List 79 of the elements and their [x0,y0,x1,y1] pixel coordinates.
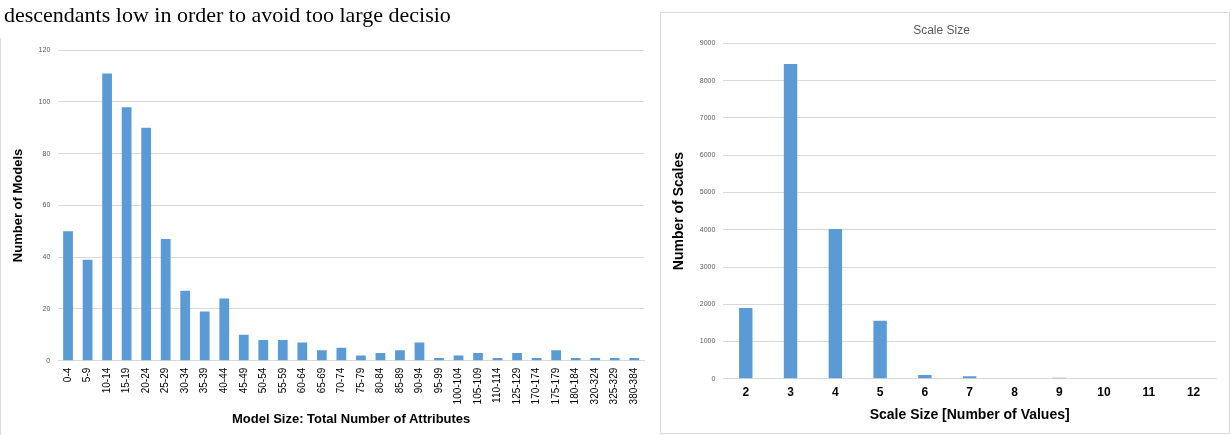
x-tick-label: 175-179 [549,367,561,405]
bar [570,358,581,361]
bar [590,358,601,361]
x-tick-label: 5 [876,385,884,400]
bar [551,350,562,361]
x-tick-label: 12 [1186,385,1201,400]
chart-title: Scale Size [913,22,971,37]
bar [473,352,483,361]
x-tick-label: 10-14 [100,367,112,394]
bar [102,73,112,361]
x-tick-label: 380-384 [627,367,639,405]
bar [962,376,977,379]
x-tick-label: 95-99 [432,367,444,394]
x-tick-label: 6 [921,385,929,400]
x-axis-title: Scale Size [Number of Values] [869,406,1070,423]
bar [828,228,843,379]
x-tick-label: 5-9 [81,367,93,383]
bar [316,350,327,361]
bar [512,352,522,361]
x-tick-label: 4 [831,385,839,400]
x-tick-label: 15-19 [120,367,132,394]
x-tick-label: 30-34 [178,367,190,394]
bar [199,311,210,361]
bar [160,239,171,361]
x-tick-label: 50-54 [257,367,269,394]
x-tick-label: 180-184 [569,367,581,405]
x-tick-label: 170-174 [530,367,542,405]
bar [336,347,347,361]
bar [219,298,230,361]
x-tick-label: 7 [966,385,974,400]
x-tick-label: 105-109 [471,367,483,405]
bar [395,350,405,361]
x-tick-label: 35-39 [198,367,210,394]
bar [609,358,620,361]
x-tick-label: 55-59 [276,367,288,394]
bar [82,259,93,361]
x-tick-label: 2 [742,385,750,400]
x-tick-label: 110-114 [491,367,503,403]
bar [297,342,308,361]
bar [873,320,887,379]
x-tick-label: 0-4 [61,367,73,383]
x-tick-label: 100-104 [452,367,464,405]
x-tick-label: 65-69 [315,367,327,394]
x-tick-label: 80-84 [374,367,386,394]
bar [739,307,753,379]
bar [783,63,798,379]
x-tick-label: 60-64 [296,367,308,394]
bar [492,358,503,361]
y-axis-title: Number of Scales [670,151,687,271]
x-tick-label: 90-94 [413,367,425,394]
x-tick-label: 85-89 [393,367,405,394]
x-tick-label: 11 [1142,385,1156,400]
bar [434,358,444,361]
x-tick-label: 40-44 [217,367,229,394]
bar [918,375,932,379]
x-tick-label: 8 [1011,385,1019,400]
bar [63,231,73,361]
y-axis-title: Number of Models [10,148,26,263]
bar [121,107,132,361]
x-tick-label: 75-79 [354,367,366,394]
bar [277,340,288,361]
text: descendants low in order to avoid too large decisio [4,2,451,28]
bar [258,340,269,361]
x-tick-label: 320-324 [588,367,600,405]
x-tick-label: 9 [1055,385,1063,400]
bar [180,290,191,361]
bar [629,358,640,361]
bar [531,358,542,361]
x-tick-label: 10 [1097,385,1112,400]
x-axis-title: Model Size: Total Number of Attributes [231,410,471,426]
x-tick-label: 125-129 [510,367,522,405]
x-tick-label: 45-49 [237,367,249,394]
x-tick-label: 20-24 [139,367,151,394]
x-tick-label: 25-29 [159,367,171,394]
bar [238,334,249,361]
bar [141,127,152,361]
x-tick-label: 70-74 [335,367,347,394]
x-tick-label: 3 [787,385,795,400]
x-tick-label: 325-329 [608,367,620,405]
